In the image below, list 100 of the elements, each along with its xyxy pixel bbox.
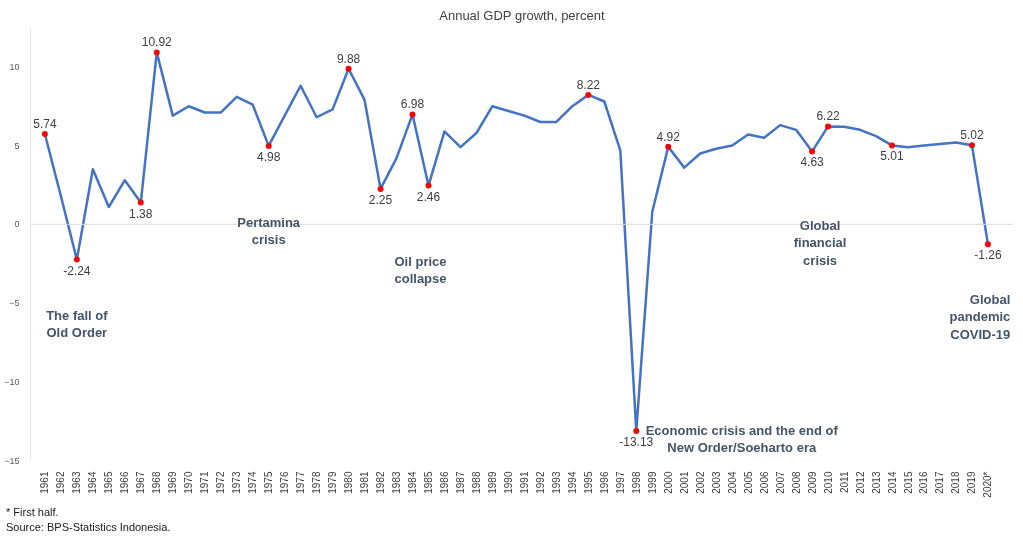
x-tick-label: 1978 [311,471,323,494]
annotation: Pertamina crisis [237,214,301,248]
x-tick-label: 1991 [518,471,530,494]
point [968,142,975,149]
x-tick-label: 2011 [838,471,850,493]
x-tick-label: 2000 [662,471,674,494]
x-tick-label: 1980 [343,471,355,494]
point [377,185,384,192]
y-tick-label: 5 [14,140,20,151]
x-tick-label: 1995 [582,471,594,494]
x-tick-label: 1989 [486,471,498,494]
x-tick-label: 1994 [566,471,578,494]
annotation: Global financial crisis [793,218,847,268]
point [633,428,640,435]
x-tick-label: 1985 [423,471,434,494]
x-tick-label: 1963 [71,471,83,494]
data-label: 2.46 [416,189,441,204]
annotation: Global pandemic COVID-19 [949,292,1011,342]
data-label: 1.38 [129,206,153,221]
data-label: 8.22 [576,77,601,92]
x-tick-label: 1968 [151,471,163,494]
y-tick-label: 0 [14,219,20,230]
x-tick-label: 2001 [678,471,690,494]
chart-title: Annual GDP growth, percent [439,7,605,23]
point [809,148,816,155]
x-tick-label: 2017 [934,471,946,494]
x-tick-label: 2014 [886,471,898,494]
point [265,142,272,149]
x-tick-label: 1964 [87,471,99,494]
x-tick-label: 2003 [710,471,722,494]
x-tick-label: 1962 [55,471,67,494]
x-tick-label: 1984 [407,471,419,494]
point [137,199,144,206]
x-tick-label: 2009 [806,471,818,494]
x-tick-label: 2006 [758,471,770,494]
x-tick-label: 1992 [534,471,546,494]
x-tick-label: 1976 [279,471,291,494]
x-tick-label: 2004 [726,471,738,494]
x-tick-label: 2007 [774,471,786,494]
data-label: -1.26 [974,248,1002,263]
x-tick-label: 2008 [790,471,802,494]
data-label: 5.01 [880,149,905,164]
point [409,111,416,118]
x-tick-label: 1967 [135,471,147,494]
x-tick-label: 1988 [470,471,482,494]
x-tick-label: 1969 [167,471,179,494]
x-tick-label: 1983 [391,471,403,494]
x-tick-label: 1998 [630,471,642,494]
data-label: 6.98 [400,97,425,112]
x-tick-label: 2019 [966,471,978,494]
x-tick-label: 1977 [295,471,307,494]
x-tick-label: 2012 [854,471,866,494]
data-label: -2.24 [63,263,91,278]
x-tick-label: 1993 [550,471,562,494]
point [41,130,48,137]
data-label: 5.02 [960,128,984,143]
data-label: 5.74 [33,116,57,131]
data-label: -13.13 [619,435,654,450]
data-label: 6.22 [816,109,841,124]
point [665,143,672,150]
x-tick-label: 2005 [742,471,754,494]
y-tick-label: 10 [9,61,20,72]
source-note: Source: BPS-Statistics Indonesia. [6,521,171,533]
point [153,49,160,56]
x-tick-label: 1996 [598,471,610,494]
data-label: 4.92 [656,129,681,144]
x-tick-label: 1970 [183,471,195,494]
y-tick-label: −10 [4,376,20,387]
x-tick-label: 2013 [870,471,882,494]
x-tick-label: 1979 [327,471,339,494]
x-tick-label: 1966 [119,471,131,494]
data-label: 10.92 [141,35,173,50]
annotation: The fall of Old Order [46,307,109,341]
x-tick-label: 1972 [215,471,227,494]
y-tick-label: −5 [9,298,20,309]
point [984,241,991,248]
data-label: 4.98 [256,149,281,164]
x-tick-label: 1981 [359,471,371,494]
point [345,65,352,72]
x-tick-label: 2020* [982,471,994,498]
y-tick-label: −15 [4,455,20,466]
x-tick-label: 2016 [918,471,930,494]
x-tick-label: 1975 [263,471,275,494]
text: * First half. [6,506,59,518]
x-tick-label: 1987 [454,471,466,494]
x-tick-label: 1961 [39,471,51,494]
point [889,142,896,149]
point [425,182,432,189]
point [825,123,832,130]
x-tick-label: 2015 [902,471,914,494]
x-tick-label: 2002 [694,471,706,494]
x-tick-label: 2018 [950,471,962,494]
data-label: 2.25 [368,192,393,207]
point [585,91,592,98]
point [73,256,80,263]
x-tick-label: 1965 [103,471,115,494]
x-tick-label: 1971 [199,471,211,494]
x-tick-label: 1986 [438,471,450,494]
x-tick-label: 2010 [822,471,834,494]
x-tick-label: 1973 [231,471,243,494]
